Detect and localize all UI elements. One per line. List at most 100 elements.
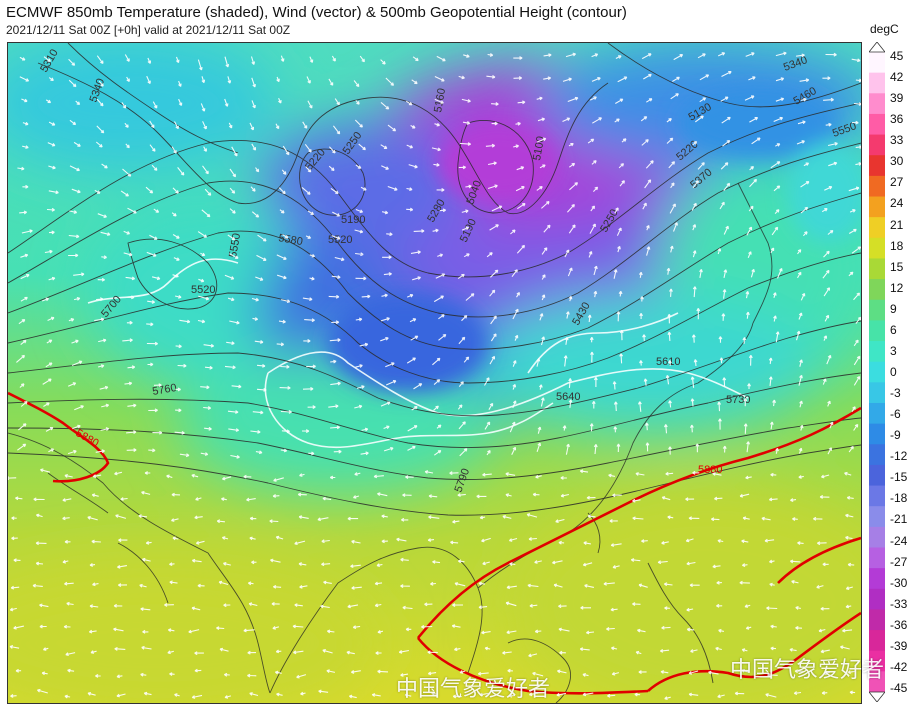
wind-arrow	[256, 254, 267, 261]
wind-arrow	[380, 144, 388, 150]
wind-arrow	[143, 691, 152, 696]
wind-arrow	[398, 649, 410, 654]
wind-arrow	[539, 313, 544, 321]
wind-arrow	[694, 115, 704, 123]
wind-arrow	[454, 647, 461, 652]
wind-arrow	[44, 249, 53, 254]
wind-arrow	[618, 163, 625, 169]
wind-arrow	[174, 294, 182, 299]
wind-arrow	[249, 692, 259, 697]
contour-label: 5520	[191, 284, 215, 296]
wind-arrow	[509, 562, 516, 566]
map-panel[interactable]: 5310 5340 5220 5250 5190 5160 5100 5130 5220 5340…	[7, 42, 862, 704]
wind-arrow	[276, 274, 287, 280]
wind-arrow	[227, 76, 232, 84]
wind-arrow	[328, 165, 335, 172]
wind-arrow	[228, 122, 233, 129]
wind-arrow	[615, 55, 622, 59]
wind-arrow	[171, 492, 181, 497]
wind-arrow	[125, 143, 130, 149]
wind-arrow	[490, 315, 497, 325]
wind-arrow	[17, 443, 27, 451]
wind-arrow	[172, 274, 179, 278]
wind-arrow	[383, 425, 390, 430]
wind-arrow	[823, 671, 830, 676]
wind-arrow	[305, 166, 312, 173]
wind-arrow	[769, 582, 775, 587]
wind-arrow	[802, 231, 808, 237]
wind-arrow	[568, 295, 573, 302]
wind-arrow	[249, 516, 257, 521]
wind-arrow	[20, 400, 28, 407]
wind-arrow	[20, 253, 29, 258]
wind-arrow	[540, 397, 545, 407]
wind-arrow	[68, 58, 76, 66]
colorbar-swatch	[869, 485, 885, 507]
wind-arrow	[406, 207, 414, 212]
wind-arrow	[249, 122, 255, 131]
wind-arrow	[799, 400, 803, 408]
wind-arrow	[194, 515, 203, 520]
wind-arrow	[18, 423, 27, 431]
contour-label: 5190	[341, 214, 365, 226]
wind-arrow	[203, 146, 207, 152]
wind-arrow	[20, 273, 30, 280]
wind-arrow	[188, 629, 200, 634]
wind-arrow	[320, 604, 330, 609]
wind-arrow	[9, 644, 20, 649]
wind-arrow	[502, 514, 512, 519]
wind-arrow	[380, 401, 391, 407]
wind-arrow	[668, 446, 672, 455]
wind-arrow	[126, 76, 130, 82]
wind-arrow	[118, 583, 128, 587]
wind-arrow	[309, 276, 315, 281]
wind-arrow	[847, 562, 855, 567]
wind-arrow	[666, 267, 671, 275]
contour-label: 5550	[227, 232, 243, 258]
wind-arrow	[459, 448, 468, 457]
wind-arrow	[407, 425, 418, 432]
wind-arrow	[121, 102, 127, 109]
wind-arrow	[506, 630, 517, 635]
wind-arrow	[796, 140, 805, 145]
wind-arrow	[432, 560, 441, 564]
colorbar-tick-label: -24	[890, 533, 908, 548]
wind-arrow	[722, 289, 727, 299]
wind-arrow	[465, 184, 472, 189]
wind-arrow	[640, 116, 648, 122]
wind-arrow	[118, 538, 128, 543]
wind-arrow	[98, 80, 104, 87]
wind-arrow	[371, 693, 381, 697]
wind-arrow	[124, 54, 130, 62]
wind-arrow	[127, 403, 137, 408]
colorbar-swatch	[869, 568, 885, 590]
wind-arrow	[152, 101, 158, 109]
wind-arrow	[275, 649, 282, 654]
watermark-right: 中国气象爱好者	[730, 658, 885, 683]
wind-arrow	[437, 253, 444, 258]
wind-arrow	[171, 518, 179, 522]
weather-map[interactable]: 5310534052205250519051605100513052205340…	[8, 43, 861, 703]
temperature-field	[8, 43, 861, 703]
wind-arrow	[509, 421, 516, 433]
colorbar-swatch	[869, 258, 885, 280]
wind-arrow	[614, 207, 619, 214]
wind-arrow	[140, 607, 151, 611]
wind-arrow	[582, 672, 589, 677]
wind-arrow	[97, 277, 105, 282]
wind-arrow	[37, 688, 48, 694]
wind-arrow	[405, 475, 414, 479]
wind-arrow	[123, 230, 131, 235]
wind-arrow	[717, 694, 725, 699]
wind-arrow	[821, 474, 830, 479]
wind-arrow	[96, 297, 104, 302]
wind-arrow	[309, 253, 316, 258]
wind-arrow	[280, 55, 285, 62]
wind-arrow	[790, 498, 797, 503]
wind-arrow	[639, 360, 643, 366]
wind-arrow	[661, 625, 671, 630]
wind-arrow	[17, 166, 25, 171]
wind-arrow	[486, 74, 496, 79]
wind-arrow	[616, 227, 622, 236]
wind-arrow	[280, 410, 292, 414]
